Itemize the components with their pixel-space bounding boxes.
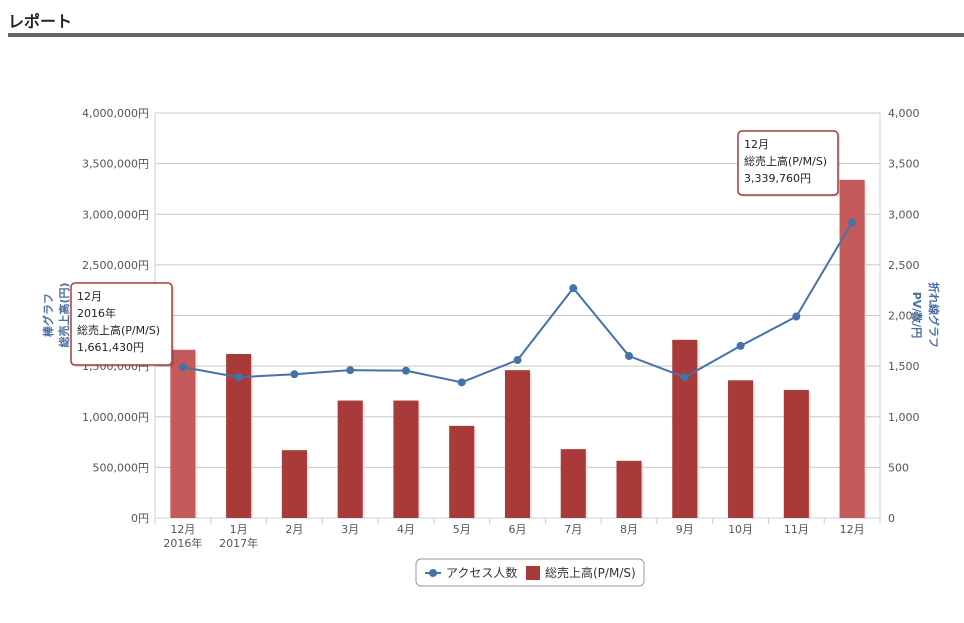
x-tick-sublabel: 2017年 <box>219 536 258 550</box>
legend-bar-marker[interactable] <box>526 566 540 580</box>
y-left-tick-label: 4,000,000円 <box>82 107 149 120</box>
y-right-tick-label: 3,500 <box>888 158 920 171</box>
y-left-axis-subtitle: 総売上高(円) <box>57 282 71 347</box>
x-tick-label: 2月 <box>285 523 303 536</box>
line-point[interactable] <box>625 352 634 360</box>
y-left-tick-label: 2,500,000円 <box>82 259 149 272</box>
bar[interactable] <box>449 425 475 518</box>
bar[interactable] <box>839 179 865 518</box>
x-tick-label: 9月 <box>676 523 694 536</box>
title-underline <box>8 33 964 37</box>
line-point[interactable] <box>736 341 745 350</box>
line-point[interactable] <box>178 363 187 372</box>
bar[interactable] <box>337 400 363 518</box>
tooltip-line: 2016年 <box>77 306 116 320</box>
tooltip-line: 総売上高(P/M/S) <box>744 154 827 168</box>
tooltip-box <box>737 130 839 196</box>
y-right-tick-label: 1,500 <box>888 360 920 373</box>
y-left-tick-label: 1,000,000円 <box>82 411 149 424</box>
y-right-axis-subtitle: PV/数/円 <box>910 292 924 339</box>
bar[interactable] <box>728 380 754 518</box>
y-right-tick-label: 2,500 <box>888 259 920 272</box>
bar[interactable] <box>560 449 586 518</box>
legend-item-label[interactable]: アクセス人数 <box>446 565 517 580</box>
legend-item-label[interactable]: 総売上高(P/M/S) <box>545 565 636 580</box>
tooltip-box <box>70 282 173 366</box>
tooltip-line: 12月 <box>744 138 769 151</box>
x-tick-label: 12月 <box>170 523 195 536</box>
y-right-tick-label: 4,000 <box>888 107 920 120</box>
line-point[interactable] <box>290 370 299 379</box>
tooltip-line: 1,661,430円 <box>77 341 144 354</box>
x-tick-label: 11月 <box>784 523 809 536</box>
line-point[interactable] <box>234 373 243 382</box>
y-right-tick-label: 1,000 <box>888 411 920 424</box>
x-tick-label: 10月 <box>728 523 753 536</box>
x-tick-label: 7月 <box>564 523 582 536</box>
y-right-tick-label: 3,000 <box>888 208 920 221</box>
bar[interactable] <box>504 370 531 518</box>
x-tick-label: 5月 <box>453 523 471 536</box>
bar[interactable] <box>393 400 419 518</box>
y-left-tick-label: 0円 <box>131 512 149 525</box>
line-point[interactable] <box>569 284 578 293</box>
x-tick-label: 8月 <box>620 523 638 536</box>
x-tick-label: 1月 <box>230 523 248 536</box>
y-left-tick-label: 3,000,000円 <box>82 208 149 221</box>
x-tick-label: 12月 <box>840 523 865 536</box>
y-left-axis-title: 棒グラフ <box>41 293 55 337</box>
y-right-axis-title: 折れ線グラフ <box>927 282 941 348</box>
line-point[interactable] <box>680 373 689 382</box>
bar[interactable] <box>226 353 252 518</box>
line-point[interactable] <box>513 356 522 365</box>
bar[interactable] <box>281 450 307 518</box>
x-tick-label: 6月 <box>509 523 527 536</box>
y-right-tick-label: 2,000 <box>888 310 920 323</box>
line-point[interactable] <box>792 312 801 321</box>
line-point[interactable] <box>346 366 355 375</box>
bar[interactable] <box>672 339 698 518</box>
x-tick-label: 4月 <box>397 523 415 536</box>
bar[interactable] <box>783 389 809 518</box>
legend-line-dot[interactable] <box>429 569 437 577</box>
y-right-tick-label: 500 <box>888 461 909 474</box>
page-title: レポート <box>8 12 73 31</box>
bar[interactable] <box>170 349 196 518</box>
bar[interactable] <box>616 460 642 518</box>
tooltip-line: 12月 <box>77 290 102 303</box>
line-point[interactable] <box>848 218 857 227</box>
page-header: レポート <box>8 4 964 37</box>
y-left-tick-label: 3,500,000円 <box>82 158 149 171</box>
tooltip-line: 3,339,760円 <box>744 172 811 185</box>
line-point[interactable] <box>457 378 466 387</box>
y-left-tick-label: 500,000円 <box>93 461 150 474</box>
line-point[interactable] <box>401 366 410 375</box>
x-tick-label: 3月 <box>341 523 359 536</box>
tooltip-line: 総売上高(P/M/S) <box>77 323 160 337</box>
y-right-tick-label: 0 <box>888 512 895 525</box>
x-tick-sublabel: 2016年 <box>163 536 202 550</box>
